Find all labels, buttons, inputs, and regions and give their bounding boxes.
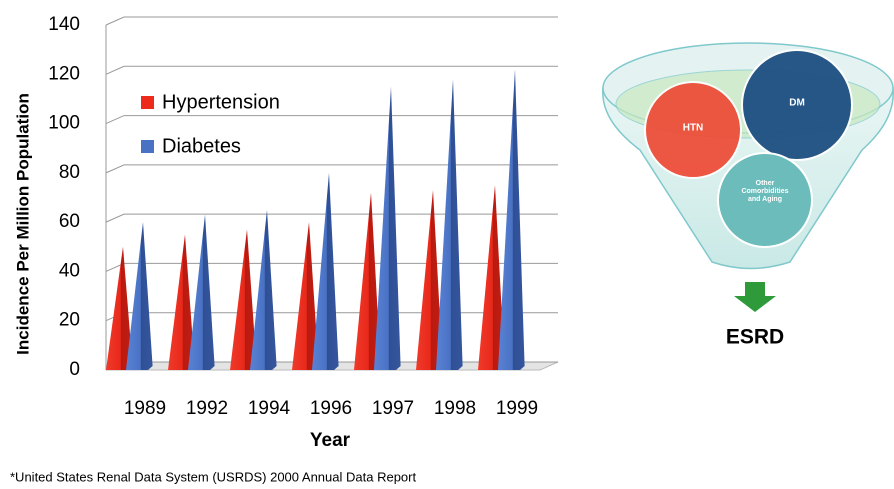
x-tick-label: 1999 <box>496 398 538 419</box>
circle-label: Other Comorbidities and Aging <box>735 180 795 204</box>
circle-label: HTN <box>683 123 704 134</box>
bar <box>436 79 463 370</box>
x-tick-label: 1997 <box>372 398 414 419</box>
grid-line <box>106 66 558 74</box>
y-tick-label: 80 <box>59 162 80 183</box>
page: 0 20 40 60 80 100 120 140 1989 1992 1994 1996 1997 19… <box>0 0 894 489</box>
y-axis-label: Incidence Per Million Population <box>13 93 32 355</box>
legend-label: Hypertension <box>162 91 280 113</box>
bar <box>126 222 153 370</box>
arrow <box>734 282 776 312</box>
y-tick-label: 120 <box>48 63 80 84</box>
y-tick-label: 100 <box>48 113 80 134</box>
x-tick-label: 1992 <box>186 398 228 419</box>
bar <box>374 87 401 370</box>
y-tick-label: 0 <box>69 359 80 380</box>
bar <box>312 173 339 370</box>
grid-line <box>106 116 558 124</box>
legend-label: Diabetes <box>162 135 241 157</box>
legend-swatch <box>141 96 154 109</box>
x-tick-label: 1989 <box>124 398 166 419</box>
x-axis-label: Year <box>310 430 351 451</box>
circle-label-box: Other Comorbidities and Aging <box>735 180 795 220</box>
bar <box>250 210 277 370</box>
grid-line <box>106 165 558 173</box>
bar <box>188 215 215 370</box>
x-tick-label: 1996 <box>310 398 352 419</box>
y-tick-label: 140 <box>48 14 80 35</box>
legend-swatch <box>141 140 154 153</box>
grid-line <box>106 17 558 25</box>
circle-label: DM <box>789 98 805 109</box>
x-tick-label: 1994 <box>248 398 291 419</box>
y-tick-label: 20 <box>59 310 80 331</box>
y-tick-label: 40 <box>59 260 80 281</box>
grid-line <box>106 214 558 222</box>
y-tick-label: 60 <box>59 211 80 232</box>
bar <box>498 69 525 370</box>
result-label: ESRD <box>726 326 784 349</box>
footnote: *United States Renal Data System (USRDS)… <box>10 469 416 484</box>
x-tick-label: 1998 <box>434 398 476 419</box>
